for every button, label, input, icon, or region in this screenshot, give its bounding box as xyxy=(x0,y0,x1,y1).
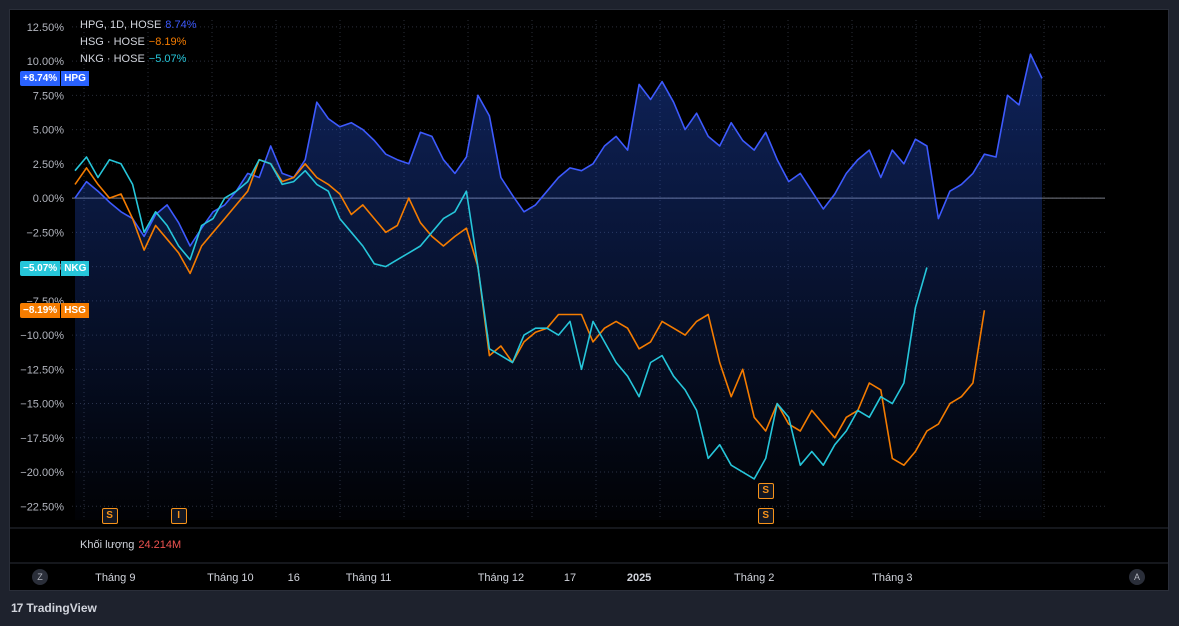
price-badge-hsg[interactable]: −8.19% HSG xyxy=(20,303,89,319)
x-axis: Tháng 9 Tháng 10 16 Tháng 11 Tháng 12 17 2025 T… xyxy=(95,572,912,584)
legend-value: −5.07% xyxy=(148,53,187,65)
x-tick-label: Tháng 11 xyxy=(346,572,392,584)
series-lines xyxy=(74,53,1043,480)
legend-label: HPG, 1D, HOSE xyxy=(80,19,162,31)
event-marker[interactable]: S xyxy=(757,483,774,499)
x-tick-label: Tháng 9 xyxy=(95,572,135,584)
zoom-button[interactable]: Z xyxy=(32,569,48,585)
legend-value: −8.19% xyxy=(148,36,187,48)
y-tick-label: −2.50% xyxy=(26,227,64,239)
event-marker[interactable]: I xyxy=(170,508,187,524)
x-tick-label: 17 xyxy=(564,572,576,584)
series-area-hpg xyxy=(75,54,1042,520)
badge-percent: −5.07% xyxy=(20,260,61,276)
volume-value: 24.214M xyxy=(138,539,182,551)
y-tick-label: −17.50% xyxy=(20,433,64,445)
tradingview-logo-icon: 17 xyxy=(11,601,23,615)
volume-indicator[interactable]: Khối lượng 24.214M xyxy=(80,539,181,551)
legend-row-hpg[interactable]: HPG, 1D, HOSE 8.74% xyxy=(80,17,197,34)
legend-value: 8.74% xyxy=(165,19,197,31)
badge-symbol: HSG xyxy=(61,303,89,319)
y-tick-label: 0.00% xyxy=(33,193,64,205)
badge-percent: −8.19% xyxy=(20,303,61,319)
x-tick-label: 2025 xyxy=(627,572,651,584)
price-badge-nkg[interactable]: −5.07% NKG xyxy=(20,260,90,276)
brand[interactable]: 17 TradingView xyxy=(11,601,97,615)
badge-symbol: HPG xyxy=(61,71,89,87)
y-tick-label: −15.00% xyxy=(20,399,64,411)
series-areas xyxy=(75,54,1042,520)
y-tick-label: 2.50% xyxy=(33,159,64,171)
series-line-hsg[interactable] xyxy=(74,158,986,467)
y-tick-label: 5.00% xyxy=(33,125,64,137)
volume-label: Khối lượng xyxy=(80,539,135,551)
x-tick-label: 16 xyxy=(288,572,300,584)
y-tick-label: 10.00% xyxy=(27,56,65,68)
brand-name: TradingView xyxy=(26,601,97,615)
y-tick-label: 12.50% xyxy=(27,22,65,34)
badge-percent: +8.74% xyxy=(20,71,61,87)
series-line-nkg[interactable] xyxy=(74,156,928,480)
legend-label: NKG · HOSE xyxy=(80,53,145,65)
legend-row-nkg[interactable]: NKG · HOSE −5.07% xyxy=(80,51,197,68)
legend-label: HSG · HOSE xyxy=(80,36,145,48)
event-marker[interactable]: S xyxy=(101,508,118,524)
x-tick-label: Tháng 3 xyxy=(872,572,912,584)
x-tick-label: Tháng 2 xyxy=(734,572,774,584)
y-tick-label: −12.50% xyxy=(20,364,64,376)
auto-scale-button[interactable]: A xyxy=(1129,569,1145,585)
x-tick-label: Tháng 10 xyxy=(207,572,253,584)
legend: HPG, 1D, HOSE 8.74% HSG · HOSE −8.19% NKG … xyxy=(80,17,197,68)
y-tick-label: −10.00% xyxy=(20,330,64,342)
badge-symbol: NKG xyxy=(61,260,90,276)
legend-row-hsg[interactable]: HSG · HOSE −8.19% xyxy=(80,34,197,51)
event-marker[interactable]: S xyxy=(757,508,774,524)
price-badge-hpg[interactable]: +8.74% HPG xyxy=(20,71,89,87)
y-tick-label: −22.50% xyxy=(20,501,64,513)
x-tick-label: Tháng 12 xyxy=(478,572,524,584)
y-tick-label: 7.50% xyxy=(33,90,64,102)
y-tick-label: −20.00% xyxy=(20,467,64,479)
